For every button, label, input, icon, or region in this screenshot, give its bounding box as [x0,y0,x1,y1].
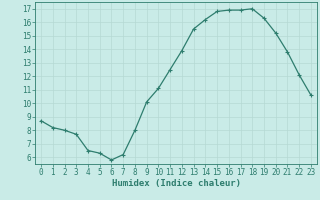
X-axis label: Humidex (Indice chaleur): Humidex (Indice chaleur) [111,179,241,188]
